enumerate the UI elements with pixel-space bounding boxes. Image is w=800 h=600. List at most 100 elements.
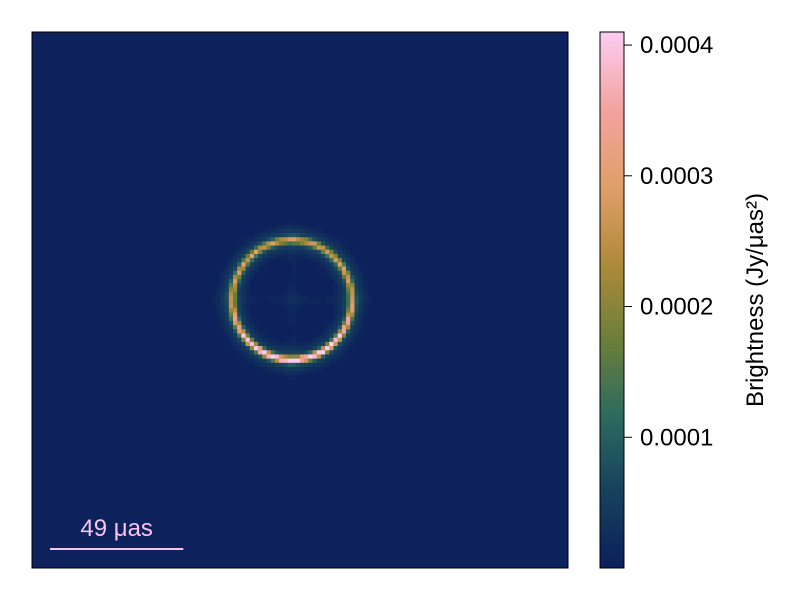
image-pixel [333,295,338,301]
image-pixel [274,346,280,351]
image-pixel [253,346,259,351]
image-pixel [333,304,338,309]
image-pixel [266,237,271,242]
image-pixel [274,350,280,355]
image-pixel [337,316,343,322]
image-pixel [320,262,326,267]
image-pixel [308,362,313,368]
image-pixel [237,287,242,292]
image-pixel [346,249,351,255]
image-pixel [346,295,351,301]
image-pixel [304,228,309,234]
image-pixel [316,358,322,364]
image-pixel [320,354,326,359]
image-pixel [279,253,284,259]
image-pixel [245,253,251,259]
image-pixel [258,337,263,343]
image-pixel [316,249,322,255]
image-pixel [283,367,288,372]
image-pixel [212,300,217,305]
image-pixel [316,237,322,242]
image-pixel [224,270,230,276]
image-pixel [241,346,246,351]
image-pixel [287,300,292,305]
image-pixel [274,358,280,364]
image-pixel [253,329,259,334]
image-pixel [333,337,338,343]
image-pixel [224,300,230,305]
image-pixel [291,304,297,309]
image-pixel [220,274,225,280]
image-pixel [291,341,297,347]
image-pixel [346,300,351,305]
image-pixel [224,329,230,334]
image-pixel [358,287,364,292]
image-pixel [337,337,343,343]
image-pixel [333,308,338,313]
image-pixel [346,312,351,318]
image-pixel [287,312,292,318]
image-pixel [362,295,368,301]
image-pixel [258,362,263,368]
image-pixel [291,333,297,338]
image-pixel [212,295,217,301]
image-pixel [341,312,347,318]
image-pixel [274,371,280,376]
image-pixel [341,283,347,288]
image-pixel [333,274,338,280]
image-pixel [291,258,297,263]
image-pixel [300,341,305,347]
image-pixel [270,295,276,301]
image-pixel [354,320,359,326]
image-pixel [249,295,255,301]
image-pixel [249,300,255,305]
image-pixel [233,295,238,301]
image-pixel [316,241,322,246]
image-pixel [329,253,334,259]
image-pixel [270,253,276,259]
image-pixel [333,283,338,288]
image-pixel [333,249,338,255]
image-pixel [354,316,359,322]
image-pixel [304,350,309,355]
image-pixel [341,258,347,263]
image-pixel [270,341,276,347]
image-pixel [241,316,246,322]
image-pixel [287,224,292,230]
image-pixel [233,346,238,351]
image-pixel [233,300,238,305]
colorbar-tick-label: 0.0004 [640,32,713,59]
image-pixel [262,346,267,351]
image-pixel [245,308,251,313]
image-pixel [262,337,267,343]
image-pixel [241,295,246,301]
image-pixel [291,337,297,343]
image-pixel [300,228,305,234]
image-pixel [341,295,347,301]
image-pixel [253,237,259,242]
image-pixel [300,237,305,242]
image-pixel [329,241,334,246]
image-pixel [237,274,242,280]
image-pixel [320,249,326,255]
image-pixel [245,320,251,326]
image-pixel [341,320,347,326]
image-pixel [245,295,251,301]
image-pixel [274,300,280,305]
image-pixel [346,333,351,338]
image-pixel [241,266,246,271]
image-pixel [291,320,297,326]
plot-frame [31,31,569,569]
image-pixel [249,358,255,364]
image-pixel [279,346,284,351]
image-pixel [304,371,309,376]
image-pixel [333,279,338,284]
image-pixel [320,341,326,347]
image-pixel [316,262,322,267]
image-pixel [346,279,351,284]
image-pixel [279,295,284,301]
image-pixel [287,237,292,242]
image-pixel [249,329,255,334]
image-pixel [320,346,326,351]
image-pixel [216,308,221,313]
